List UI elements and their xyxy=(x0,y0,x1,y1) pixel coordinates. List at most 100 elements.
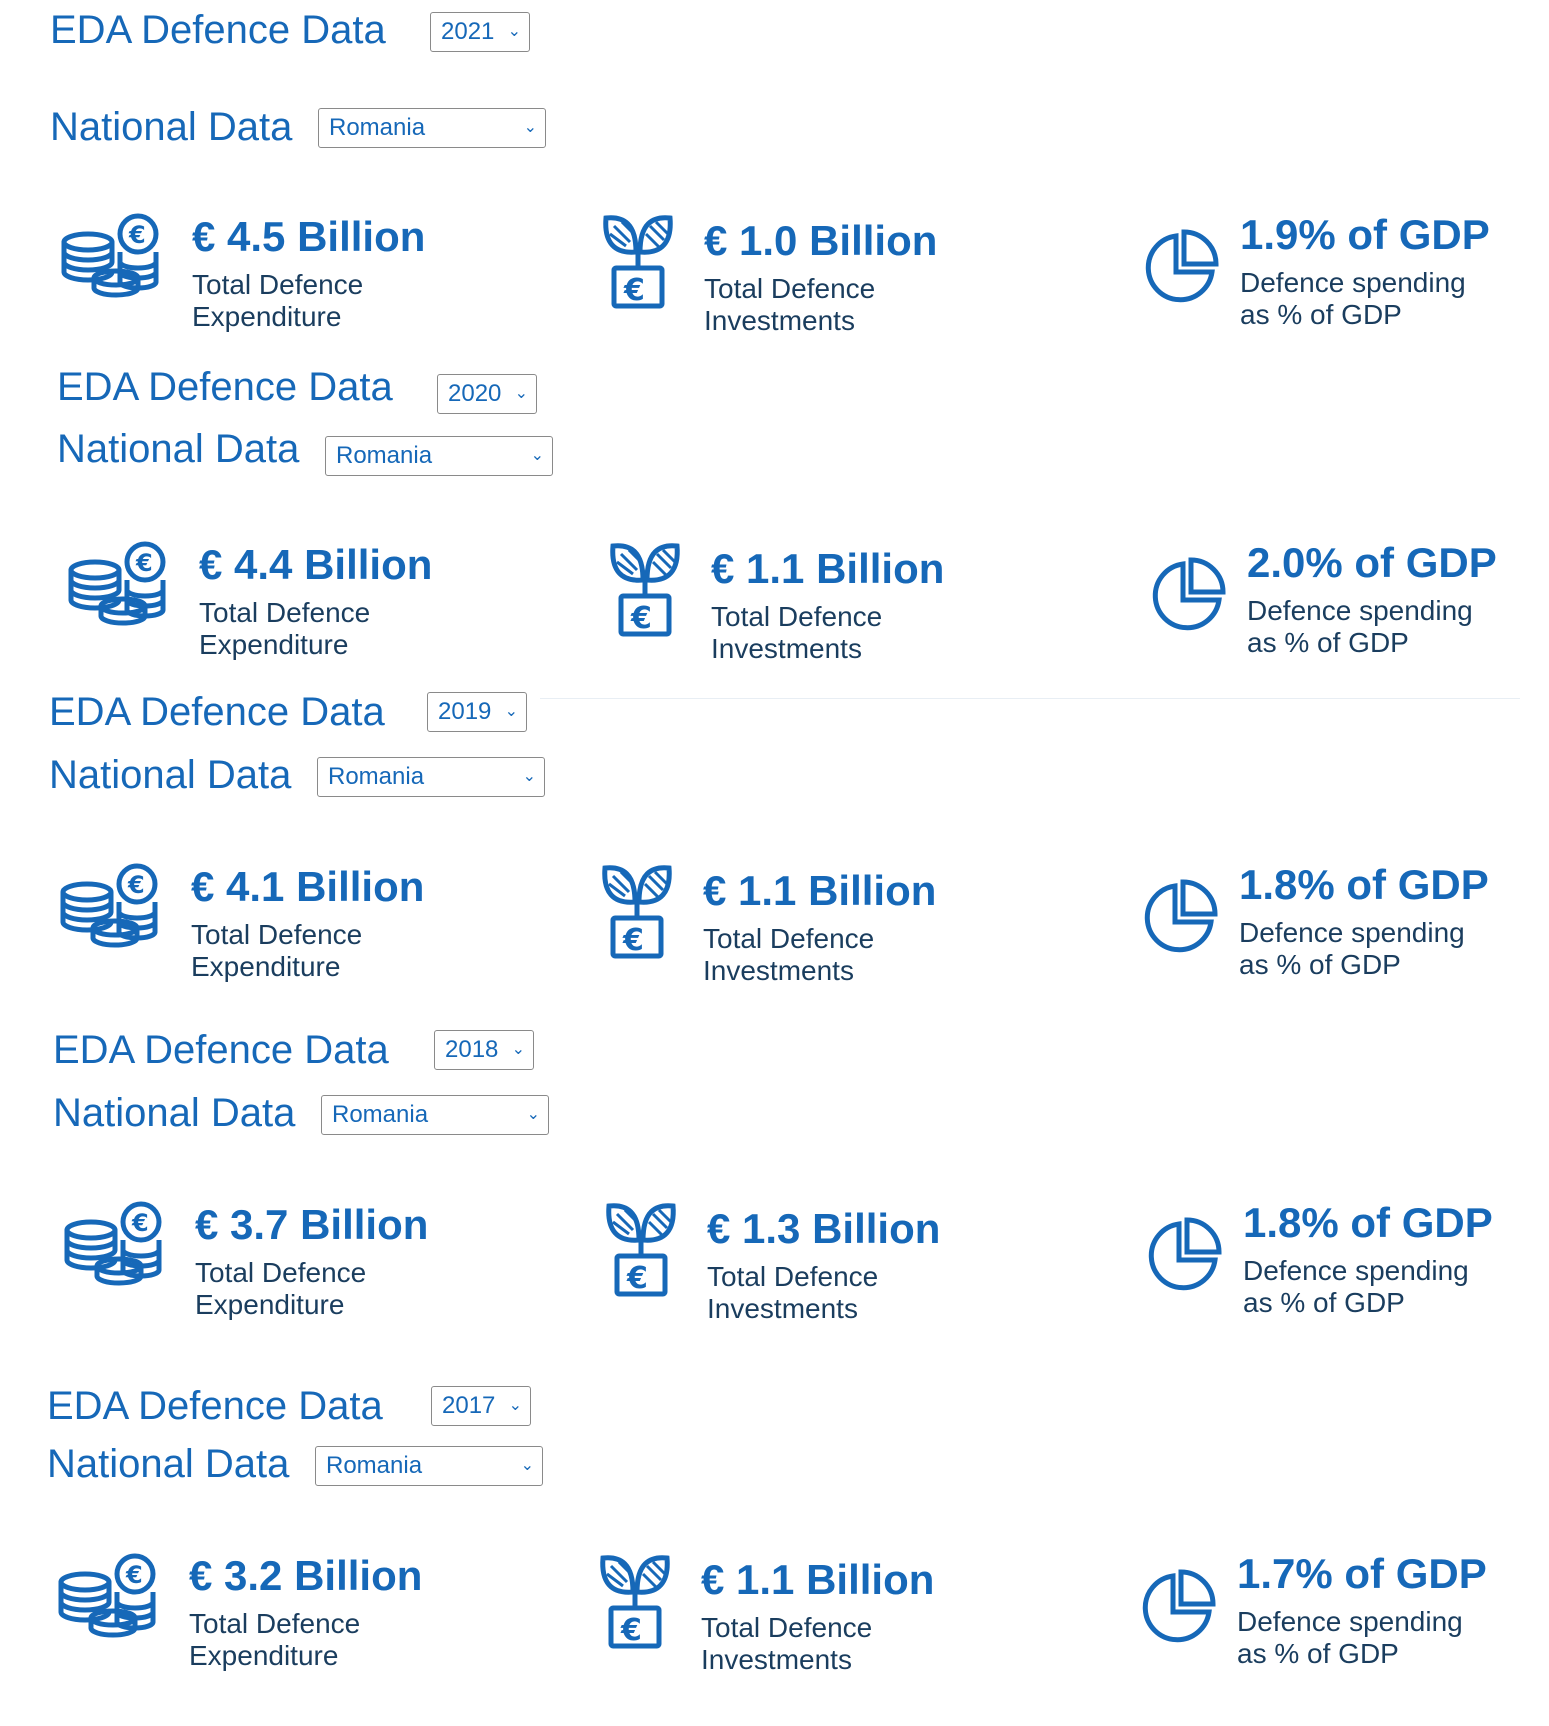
gdp-stat: 1.8% of GDP Defence spending as % of GDP xyxy=(1243,1199,1493,1319)
chevron-down-icon: ⌄ xyxy=(511,1041,525,1058)
year-select[interactable]: 2020 ⌄ xyxy=(437,374,537,414)
chevron-down-icon: ⌄ xyxy=(526,1106,540,1123)
section-title: EDA Defence Data xyxy=(50,8,386,52)
expenditure-value: € 4.1 Billion xyxy=(191,863,425,910)
gdp-value: 1.7% of GDP xyxy=(1237,1550,1487,1597)
plant-euro-icon: € xyxy=(602,865,672,959)
chevron-down-icon: ⌄ xyxy=(504,703,518,720)
chevron-down-icon: ⌄ xyxy=(530,447,544,464)
plant-euro-icon: € xyxy=(600,1555,670,1649)
national-data-label: National Data xyxy=(53,1091,296,1135)
expenditure-value: € 4.5 Billion xyxy=(192,213,426,260)
expenditure-value: € 4.4 Billion xyxy=(199,541,433,588)
national-data-label: National Data xyxy=(57,427,300,471)
investments-stat: € 1.1 Billion Total Defence Investments xyxy=(711,545,944,665)
gdp-stat: 2.0% of GDP Defence spending as % of GDP xyxy=(1247,539,1497,659)
investments-value: € 1.1 Billion xyxy=(711,545,945,592)
section-title: EDA Defence Data xyxy=(49,690,385,734)
national-data-label: National Data xyxy=(49,753,292,797)
year-select-value: 2018 xyxy=(445,1036,499,1063)
country-select-value: Romania xyxy=(336,442,433,469)
coins-euro-icon: € xyxy=(58,1553,156,1638)
year-select-value: 2017 xyxy=(442,1392,496,1419)
gdp-label: Defence spending as % of GDP xyxy=(1247,595,1473,658)
expenditure-value: € 3.7 Billion xyxy=(195,1201,429,1248)
coins-euro-icon: € xyxy=(68,541,166,626)
section-title: EDA Defence Data xyxy=(57,365,393,409)
section-title: EDA Defence Data xyxy=(47,1384,383,1428)
svg-text:€: € xyxy=(127,871,145,899)
expenditure-stat: € 3.7 Billion Total Defence Expenditure xyxy=(195,1201,428,1321)
year-select[interactable]: 2021 ⌄ xyxy=(430,12,530,52)
section-divider xyxy=(540,698,1520,699)
svg-text:€: € xyxy=(135,549,153,577)
investments-label: Total Defence Investments xyxy=(703,923,875,986)
investments-value: € 1.1 Billion xyxy=(703,867,937,914)
investments-stat: € 1.3 Billion Total Defence Investments xyxy=(707,1205,940,1325)
investments-label: Total Defence Investments xyxy=(704,273,876,336)
eda-data-section: EDA Defence Data 2020 ⌄ National Data Ro… xyxy=(0,365,1549,705)
plant-euro-icon: € xyxy=(606,1203,676,1297)
expenditure-label: Total Defence Expenditure xyxy=(199,597,371,660)
expenditure-stat: € 3.2 Billion Total Defence Expenditure xyxy=(189,1552,422,1672)
eda-data-section: EDA Defence Data 2018 ⌄ National Data Ro… xyxy=(0,1028,1549,1368)
investments-stat: € 1.1 Billion Total Defence Investments xyxy=(703,867,936,987)
year-select-value: 2021 xyxy=(441,18,495,45)
chevron-down-icon: ⌄ xyxy=(514,385,528,402)
expenditure-stat: € 4.4 Billion Total Defence Expenditure xyxy=(199,541,432,661)
chevron-down-icon: ⌄ xyxy=(523,119,537,136)
gdp-value: 1.8% of GDP xyxy=(1239,861,1489,908)
year-select-value: 2019 xyxy=(438,698,492,725)
coins-euro-icon: € xyxy=(61,213,159,298)
gdp-stat: 1.9% of GDP Defence spending as % of GDP xyxy=(1240,211,1490,331)
country-select[interactable]: Romania ⌄ xyxy=(321,1095,549,1135)
investments-label: Total Defence Investments xyxy=(707,1261,879,1324)
gdp-label: Defence spending as % of GDP xyxy=(1237,1606,1463,1669)
gdp-value: 1.9% of GDP xyxy=(1240,211,1490,258)
country-select[interactable]: Romania ⌄ xyxy=(318,108,546,148)
pie-chart-icon xyxy=(1144,879,1218,953)
investments-value: € 1.1 Billion xyxy=(701,1556,935,1603)
year-select[interactable]: 2019 ⌄ xyxy=(427,692,527,732)
eda-data-section: EDA Defence Data 2021 ⌄ National Data Ro… xyxy=(0,0,1549,340)
coins-euro-icon: € xyxy=(64,1201,162,1286)
expenditure-stat: € 4.5 Billion Total Defence Expenditure xyxy=(192,213,425,333)
svg-text:€: € xyxy=(623,273,645,308)
svg-text:€: € xyxy=(620,1613,642,1648)
national-data-label: National Data xyxy=(47,1442,290,1486)
country-select[interactable]: Romania ⌄ xyxy=(317,757,545,797)
year-select[interactable]: 2018 ⌄ xyxy=(434,1030,534,1070)
year-select[interactable]: 2017 ⌄ xyxy=(431,1386,531,1426)
plant-euro-icon: € xyxy=(603,215,673,309)
country-select[interactable]: Romania ⌄ xyxy=(325,436,553,476)
pie-chart-icon xyxy=(1148,1217,1222,1291)
pie-chart-icon xyxy=(1142,1569,1216,1643)
pie-chart-icon xyxy=(1145,229,1219,303)
national-data-label: National Data xyxy=(50,105,293,149)
country-select-value: Romania xyxy=(328,763,425,790)
svg-text:€: € xyxy=(630,601,652,636)
chevron-down-icon: ⌄ xyxy=(508,1397,522,1414)
investments-label: Total Defence Investments xyxy=(711,601,883,664)
expenditure-label: Total Defence Expenditure xyxy=(189,1608,361,1671)
svg-text:€: € xyxy=(125,1561,143,1589)
svg-text:€: € xyxy=(128,221,146,249)
gdp-label: Defence spending as % of GDP xyxy=(1240,267,1466,330)
gdp-value: 1.8% of GDP xyxy=(1243,1199,1493,1246)
chevron-down-icon: ⌄ xyxy=(520,1457,534,1474)
investments-stat: € 1.0 Billion Total Defence Investments xyxy=(704,217,937,337)
country-select-value: Romania xyxy=(329,114,426,141)
section-title: EDA Defence Data xyxy=(53,1028,389,1072)
gdp-stat: 1.7% of GDP Defence spending as % of GDP xyxy=(1237,1550,1487,1670)
expenditure-label: Total Defence Expenditure xyxy=(191,919,363,982)
country-select[interactable]: Romania ⌄ xyxy=(315,1446,543,1486)
year-select-value: 2020 xyxy=(448,380,502,407)
svg-text:€: € xyxy=(626,1261,648,1296)
expenditure-stat: € 4.1 Billion Total Defence Expenditure xyxy=(191,863,424,983)
svg-text:€: € xyxy=(622,923,644,958)
investments-value: € 1.0 Billion xyxy=(704,217,938,264)
plant-euro-icon: € xyxy=(610,543,680,637)
gdp-stat: 1.8% of GDP Defence spending as % of GDP xyxy=(1239,861,1489,981)
expenditure-value: € 3.2 Billion xyxy=(189,1552,423,1599)
gdp-label: Defence spending as % of GDP xyxy=(1239,917,1465,980)
